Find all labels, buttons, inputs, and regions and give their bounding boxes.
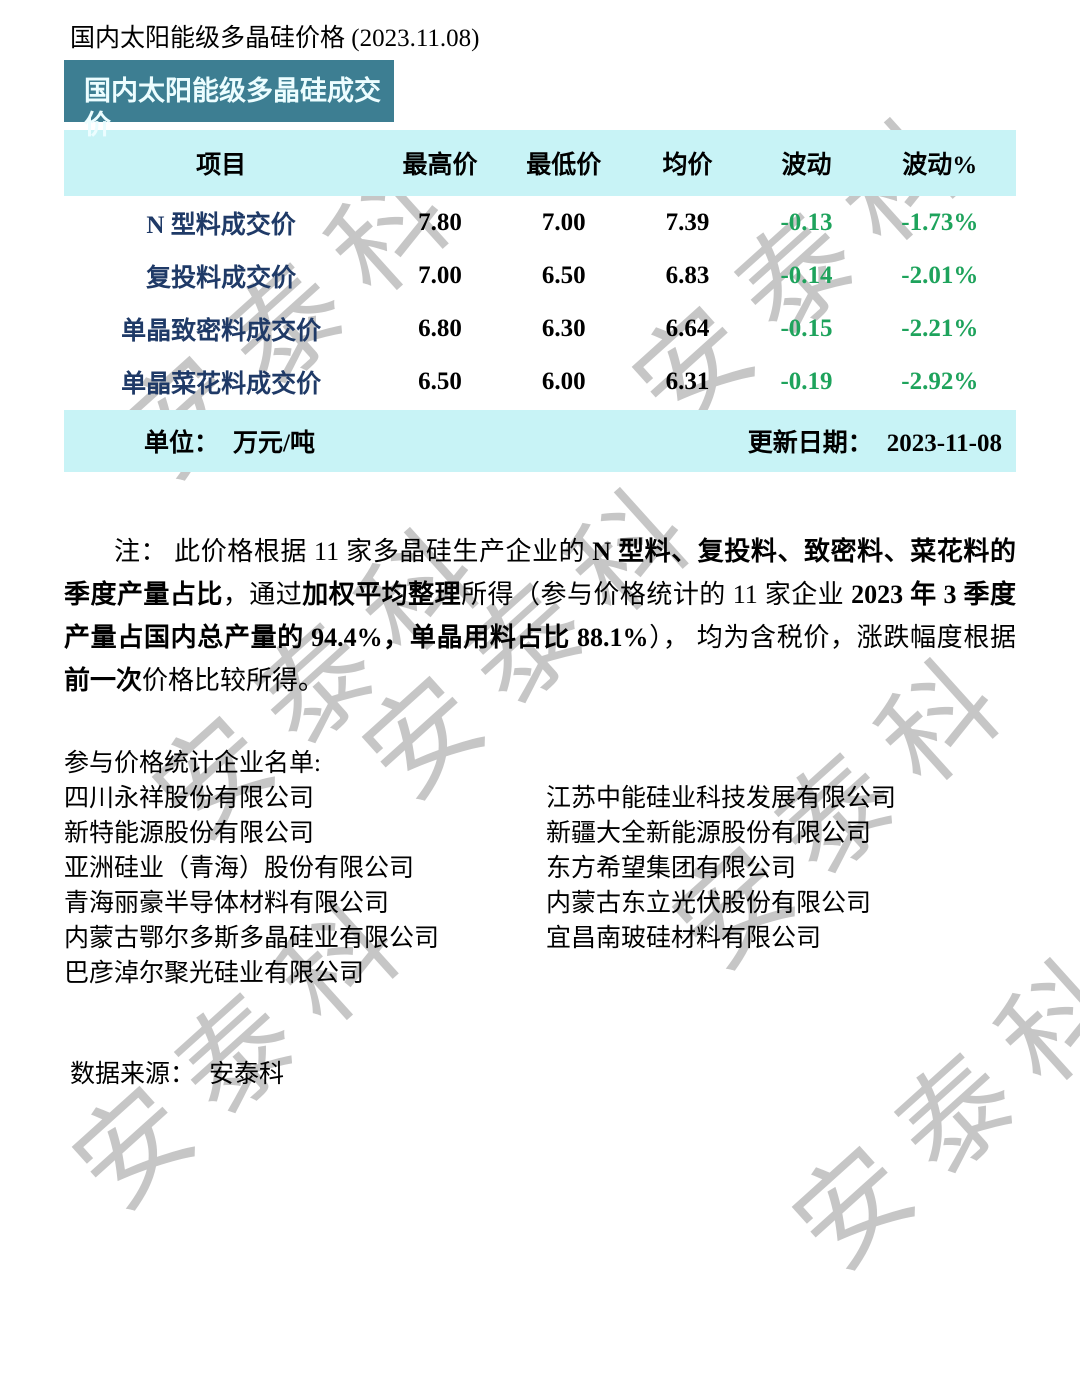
column-header-5: 波动% [902, 152, 978, 179]
table-row: 单晶菜花料成交价 6.50 6.00 6.31 -0.19 -2.92% [64, 355, 1016, 408]
column-header-3: 均价 [662, 152, 713, 179]
cell-high: 7.00 [418, 261, 462, 289]
cell-low: 6.30 [541, 314, 586, 342]
document-page: 安泰科 安泰科 安泰科 安泰科 安泰科 安泰科 安泰科 国内太阳能级多晶硅价格 (2023.… [52, 25, 1080, 1293]
section-banner: 国内太阳能级多晶硅成交价 [64, 60, 394, 140]
price-table: 项目 最高价 最低价 均价 波动 波动% N 型料成交价 7.80 7.00 7.39 -0.13… [64, 130, 1016, 472]
data-source: 数据来源： 安泰科 [70, 1057, 1080, 1092]
cell-item: 单晶致密料成交价 [121, 317, 322, 345]
cell-item: N 型料成交价 [146, 211, 296, 239]
table-row: N 型料成交价 7.80 7.00 7.39 -0.13 -1.73% [64, 196, 1016, 249]
table-footer: 单位： 万元/吨 更新日期： 2023-11-08 [64, 410, 1016, 472]
column-header-1: 最高价 [402, 152, 478, 179]
table-row: 单晶致密料成交价 6.80 6.30 6.64 -0.15 -2.21% [64, 302, 1016, 355]
cell-high: 6.50 [418, 367, 462, 395]
company-name: 江苏中能硅业科技发展有限公司 [546, 785, 897, 812]
cell-avg: 7.39 [665, 208, 710, 236]
cell-change: -0.13 [780, 208, 833, 236]
cell-change_pct: -2.01% [901, 261, 979, 289]
note-segment: 加权平均整理 [302, 580, 462, 609]
table-header-row: 项目 最高价 最低价 均价 波动 波动% [64, 130, 1016, 196]
cell-item: 复投料成交价 [146, 264, 297, 292]
company-name: 新特能源股份有限公司 [64, 820, 315, 847]
column-header-4: 波动 [781, 152, 832, 179]
cell-item: 单晶菜花料成交价 [121, 370, 322, 398]
company-list-heading: 参与价格统计企业名单: [64, 750, 321, 777]
note-segment: N 型料、复投料、致密料、菜花料的季度产量占比 [64, 537, 1016, 609]
company-column-right: 江苏中能硅业科技发展有限公司 新疆大全新能源股份有限公司 东方希望集团有限公司内蒙古… [546, 781, 896, 991]
update-date-value: 2023-11-08 [886, 430, 1002, 457]
note-segment: ）， 均为含税价，涨跌幅度根据 [648, 623, 1016, 652]
company-name: 宜昌南玻硅材料有限公司 [546, 925, 822, 952]
cell-avg: 6.83 [665, 261, 710, 289]
company-section: 参与价格统计企业名单: 四川永祥股份有限公司 新特能源股份有限公司亚洲硅业（青海）… [64, 746, 1080, 991]
table-body: N 型料成交价 7.80 7.00 7.39 -0.13 -1.73% 复投料成交价 7.00… [64, 196, 1016, 408]
company-name: 新疆大全新能源股份有限公司 [546, 820, 872, 847]
cell-avg: 6.31 [665, 367, 710, 395]
cell-high: 7.80 [418, 208, 462, 236]
update-date: 更新日期： 2023-11-08 [748, 423, 1002, 459]
company-name: 四川永祥股份有限公司 [64, 785, 315, 812]
company-name: 内蒙古鄂尔多斯多晶硅业有限公司 [64, 925, 440, 952]
data-source-value: 安泰科 [209, 1061, 285, 1088]
company-name: 东方希望集团有限公司 [546, 855, 797, 882]
cell-high: 6.80 [418, 314, 462, 342]
cell-avg: 6.64 [665, 314, 710, 342]
cell-change_pct: -2.21% [901, 314, 979, 342]
cell-change: -0.14 [780, 261, 833, 289]
unit-label: 单位： [144, 430, 220, 457]
note-segment: 注： 此价格根据 11 家多晶硅生产企业的 [114, 537, 593, 566]
update-date-label: 更新日期： [747, 430, 873, 457]
company-name: 亚洲硅业（青海）股份有限公司 [64, 855, 415, 882]
note-segment: 价格比较所得。 [142, 666, 325, 695]
section-banner-label: 国内太阳能级多晶硅成交价 [84, 76, 381, 140]
note-segment: ，通过 [222, 580, 303, 609]
company-name: 青海丽豪半导体材料有限公司 [64, 890, 390, 917]
table-row: 复投料成交价 7.00 6.50 6.83 -0.14 -2.01% [64, 249, 1016, 302]
column-header-2: 最低价 [526, 152, 602, 179]
cell-low: 6.00 [541, 367, 586, 395]
company-name: 巴彦淖尔聚光硅业有限公司 [64, 960, 365, 987]
cell-change_pct: -2.92% [901, 367, 979, 395]
data-source-label: 数据来源： [70, 1061, 196, 1088]
note-paragraph: 注： 此价格根据 11 家多晶硅生产企业的 N 型料、复投料、致密料、菜花料的季… [64, 530, 1016, 702]
note-segment: 前一次 [64, 666, 143, 695]
cell-low: 6.50 [541, 261, 586, 289]
cell-change_pct: -1.73% [901, 208, 979, 236]
cell-change: -0.19 [780, 367, 833, 395]
company-list: 四川永祥股份有限公司 新特能源股份有限公司亚洲硅业（青海）股份有限公司 青海丽豪半导… [64, 781, 1080, 991]
company-column-left: 四川永祥股份有限公司 新特能源股份有限公司亚洲硅业（青海）股份有限公司 青海丽豪半导… [64, 781, 546, 991]
document-content: 国内太阳能级多晶硅价格 (2023.11.08) 国内太阳能级多晶硅成交价 项目… [64, 25, 1080, 1092]
note-segment: 2023 年 3 季度产量占国内总产量的 94.4%，单晶用料占比 88.1% [64, 580, 1016, 652]
company-name: 内蒙古东立光伏股份有限公司 [546, 890, 872, 917]
page-title: 国内太阳能级多晶硅价格 (2023.11.08) [70, 25, 480, 52]
column-header-0: 项目 [196, 152, 247, 179]
note-segment: 所得（参与价格统计的 11 家企业 [461, 580, 852, 609]
cell-low: 7.00 [541, 208, 586, 236]
unit-info: 单位： 万元/吨 [144, 423, 315, 459]
unit-value: 万元/吨 [233, 430, 315, 457]
cell-change: -0.15 [780, 314, 833, 342]
